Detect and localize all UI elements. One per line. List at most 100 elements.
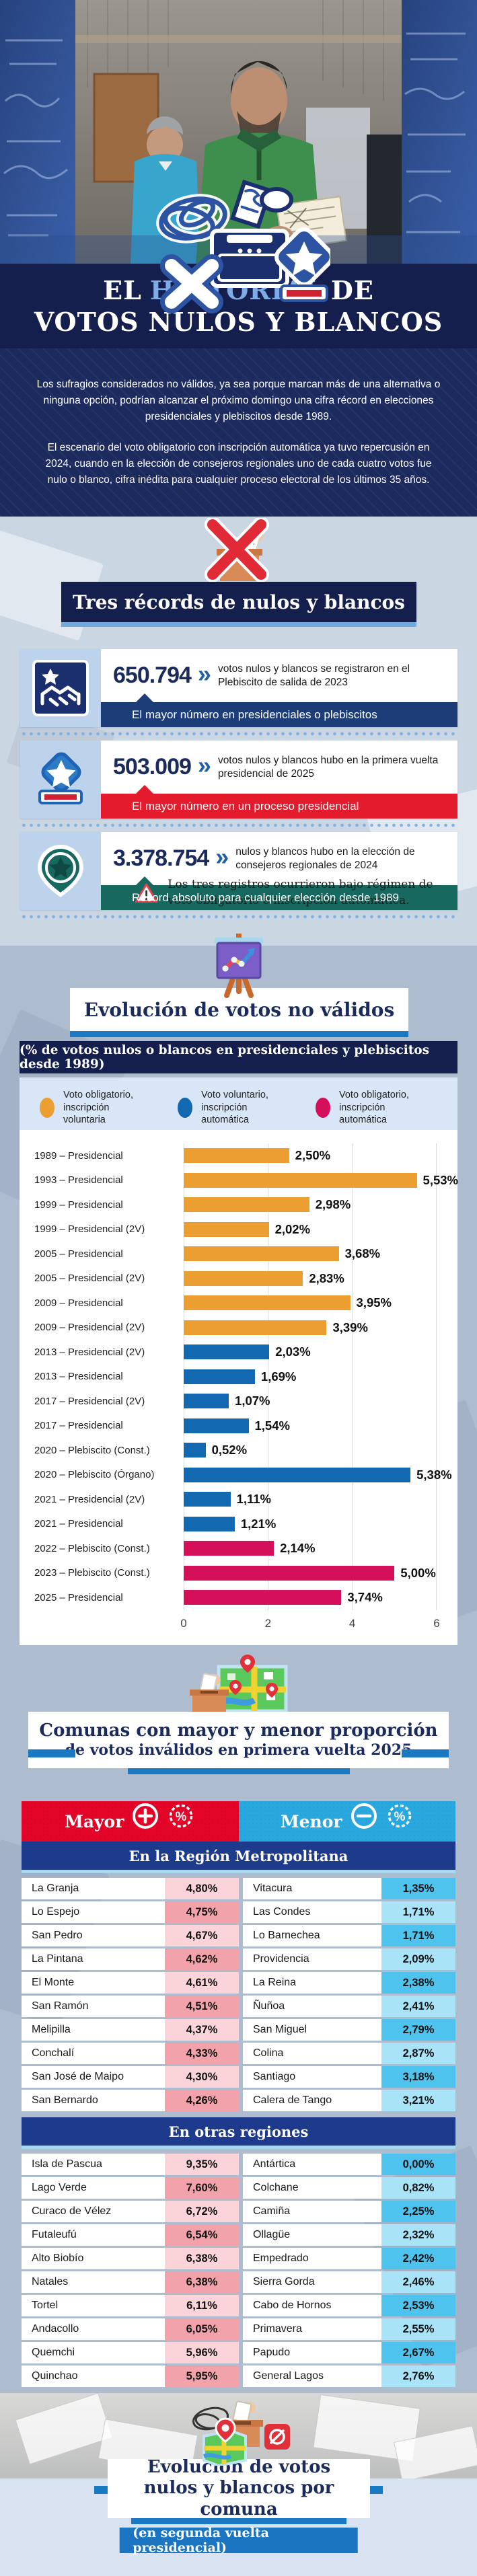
menor-comuna-name: Colina	[243, 2043, 381, 2064]
chart-bar	[184, 1394, 229, 1409]
legend-label: Voto obligatorio, inscripción automática	[339, 1089, 409, 1126]
chart-bar	[184, 1148, 289, 1164]
legend-dot	[178, 1098, 192, 1118]
null-vote-map-icon	[178, 2396, 299, 2469]
chart-row: 2013 – Presidencial (2V) 2,03%	[34, 1340, 444, 1365]
minus-circle-icon	[351, 1803, 377, 1829]
records-section: Tres récords de nulos y blancos	[0, 517, 477, 946]
menor-comuna-name: Vitacura	[243, 1878, 381, 1899]
plus-circle-icon	[133, 1803, 159, 1829]
table-body: En la Región Metropolitana La Granja 4,80%…	[22, 1842, 455, 2387]
chart-row: 2020 – Plebiscito (Órgano) 5,38%	[34, 1462, 452, 1487]
table-row: Tortel 6,11% Cabo de Hornos 2,53%	[22, 2295, 455, 2316]
chart-row: 2021 – Presidencial (2V) 1,11%	[34, 1487, 444, 1512]
menor-comuna-name: Antártica	[243, 2154, 381, 2175]
chart-value-label: 1,69%	[260, 1369, 297, 1384]
mayor-comuna-value: 4,61%	[165, 1972, 239, 1994]
title-accent-bar	[28, 1749, 75, 1757]
mayor-comuna-value: 6,38%	[165, 2271, 239, 2293]
record-banner-text: El mayor número en un proceso presidenci…	[132, 799, 359, 812]
table-row: La Pintana 4,62% Providencia 2,09%	[22, 1948, 455, 1970]
menor-comuna-name: Ollagüe	[243, 2224, 381, 2246]
easel-chart-icon	[205, 931, 272, 1001]
chart-value-label: 1,07%	[235, 1394, 270, 1408]
mayor-comuna-name: Futaleufú	[22, 2224, 165, 2246]
chart-bar	[184, 1516, 235, 1531]
chart-row: 1999 – Presidencial 2,98%	[34, 1192, 444, 1217]
chart-row: 2005 – Presidencial (2V) 2,83%	[34, 1266, 444, 1291]
menor-comuna-value: 2,76%	[381, 2365, 455, 2387]
chart-bar	[184, 1369, 255, 1384]
menor-comuna-name: Calera de Tango	[243, 2090, 381, 2111]
chart-category-label: 2013 – Presidencial (2V)	[34, 1346, 145, 1358]
title-word: DE	[330, 275, 374, 305]
chart-value-label: 5,00%	[400, 1565, 436, 1580]
bottom-subtitle-banner: (en segunda vuelta presidencial)	[119, 2526, 358, 2555]
chart-bar	[184, 1197, 309, 1213]
table-row: Curaco de Vélez 6,72% Camiña 2,25%	[22, 2201, 455, 2222]
scribble-icon	[155, 194, 230, 243]
chart-category-label: 1989 – Presidencial	[34, 1149, 123, 1162]
warning-note: Los tres registros ocurrieron bajo régim…	[135, 874, 457, 912]
chart-plot-area: 1,21%	[184, 1511, 437, 1536]
chart-row: 2013 – Presidencial 1,69%	[34, 1364, 444, 1389]
table-row: Andacollo 6,05% Primavera 2,55%	[22, 2318, 455, 2340]
chart-bar	[184, 1320, 327, 1335]
record-number: 3.378.754	[113, 845, 209, 871]
chart-category-label: 2009 – Presidencial (2V)	[34, 1322, 145, 1334]
chart-row: 1993 – Presidencial 5,53%	[34, 1168, 458, 1192]
menor-comuna-value: 1,35%	[381, 1878, 455, 1899]
mayor-label: Mayor	[65, 1811, 124, 1831]
legend-label: Voto voluntario, inscripción automática	[201, 1089, 268, 1126]
record-banner-text: El mayor número en presidenciales o pleb…	[132, 708, 377, 721]
chart-axis: 0 2 4 6	[180, 1610, 439, 1637]
chart-category-label: 1999 – Presidencial	[34, 1199, 123, 1211]
mayor-header: Mayor %	[22, 1801, 239, 1842]
table-row: Lo Espejo 4,75% Las Condes 1,71%	[22, 1901, 455, 1923]
chart-value-label: 0,52%	[211, 1443, 248, 1457]
chart-plot-area: 0,52%	[184, 1438, 437, 1463]
bottom-section: Evolución de votos nulos y blancos por c…	[0, 2393, 477, 2576]
table-row: Lago Verde 7,60% Colchane 0,82%	[22, 2177, 455, 2199]
legend-dot	[316, 1098, 330, 1118]
map-pin-icon	[229, 1655, 278, 1698]
mayor-comuna-value: 7,60%	[165, 2177, 239, 2199]
bottom-title-box: Evolución de votos nulos y blancos por c…	[108, 2457, 370, 2520]
record-cards: 650.794 » votos nulos y blancos se regis…	[20, 609, 457, 923]
record-description: votos nulos y blancos hubo en la primera…	[217, 754, 439, 780]
chart-value-label: 5,53%	[423, 1172, 458, 1187]
table-row: San Ramón 4,51% Ñuñoa 2,41%	[22, 1996, 455, 2017]
chart-category-label: 2021 – Presidencial	[34, 1518, 123, 1530]
dotted-separator	[20, 732, 457, 736]
records-section-title: Tres récords de nulos y blancos	[73, 591, 405, 613]
chart-category-label: 2017 – Presidencial (2V)	[34, 1395, 145, 1407]
record-banner: Récord absoluto para cualquier elección …	[101, 876, 457, 910]
menor-comuna-name: General Lagos	[243, 2365, 381, 2387]
menor-comuna-name: Santiago	[243, 2066, 381, 2088]
ballot-handwriting-texture	[3, 32, 466, 237]
mayor-comuna-name: Isla de Pascua	[22, 2154, 165, 2175]
map-pin-star-icon	[20, 832, 101, 910]
chart-category-label: 2021 – Presidencial (2V)	[34, 1493, 145, 1505]
menor-comuna-value: 0,82%	[381, 2177, 455, 2199]
table-row: Natales 6,38% Sierra Gorda 2,46%	[22, 2271, 455, 2293]
table-section-title: En la Región Metropolitana	[129, 1847, 348, 1864]
mayor-comuna-name: Melipilla	[22, 2019, 165, 2041]
star-shield-icon	[274, 227, 334, 302]
legend-label: Voto obligatorio, inscripción voluntaria	[63, 1089, 133, 1126]
menor-comuna-value: 2,25%	[381, 2201, 455, 2222]
intro-section: Los sufragios considerados no válidos, y…	[0, 348, 477, 517]
chart-category-label: 2017 – Presidencial	[34, 1420, 123, 1432]
table-section-underline	[22, 1870, 455, 1873]
chart-value-label: 5,38%	[416, 1467, 452, 1482]
chart-plot-area: 2,14%	[184, 1536, 437, 1561]
mayor-comuna-name: El Monte	[22, 1972, 165, 1994]
chart-plot-area: 5,53%	[184, 1168, 458, 1192]
chart-axis-tick: 4	[348, 1616, 356, 1630]
chart-plot-area: 1,54%	[184, 1413, 437, 1438]
mayor-comuna-name: Lo Espejo	[22, 1901, 165, 1923]
mayor-comuna-name: San Ramón	[22, 1996, 165, 2017]
table-row: Quinchao 5,95% General Lagos 2,76%	[22, 2365, 455, 2387]
double-chevron-icon: »	[215, 842, 229, 870]
